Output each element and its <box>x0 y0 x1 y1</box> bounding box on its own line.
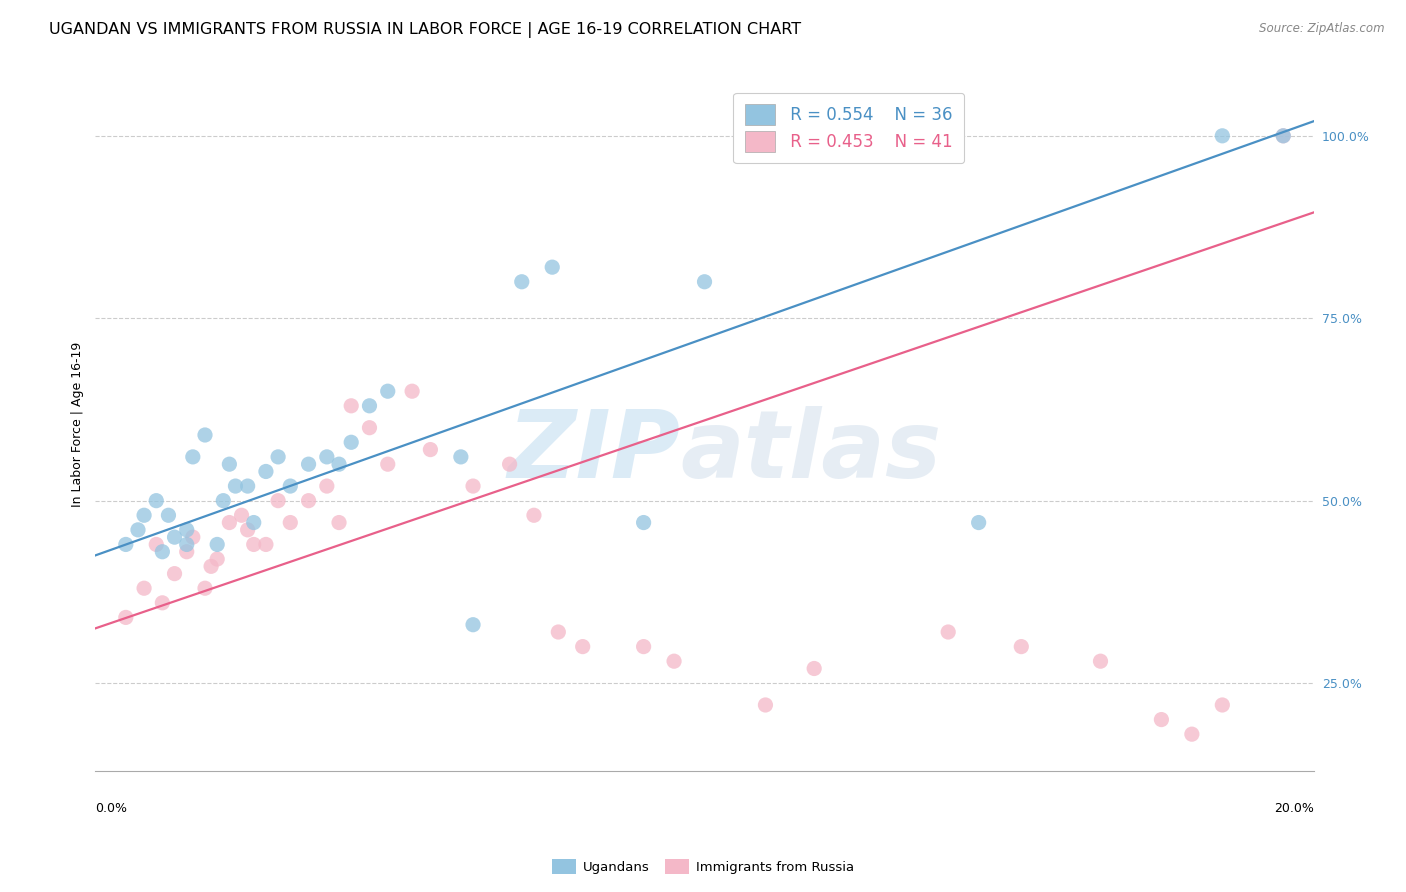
Point <box>163 566 186 581</box>
Point <box>315 450 337 464</box>
Point <box>176 545 198 559</box>
Point <box>633 640 655 654</box>
Point <box>297 493 319 508</box>
Point <box>1272 128 1295 143</box>
Point <box>176 537 198 551</box>
Point <box>236 523 259 537</box>
Point <box>242 516 264 530</box>
Point <box>231 508 253 523</box>
Point <box>114 610 136 624</box>
Text: Source: ZipAtlas.com: Source: ZipAtlas.com <box>1260 22 1385 36</box>
Point <box>419 442 441 457</box>
Point <box>936 625 959 640</box>
Point <box>328 516 350 530</box>
Point <box>541 260 564 275</box>
Point <box>498 457 520 471</box>
Text: atlas: atlas <box>681 406 942 498</box>
Point <box>278 479 301 493</box>
Point <box>150 596 173 610</box>
Text: 20.0%: 20.0% <box>1274 802 1313 815</box>
Point <box>377 384 399 399</box>
Point <box>693 275 716 289</box>
Point <box>967 516 990 530</box>
Point <box>150 545 173 559</box>
Legend: Ugandans, Immigrants from Russia: Ugandans, Immigrants from Russia <box>546 853 860 881</box>
Point <box>461 617 484 632</box>
Point <box>461 479 484 493</box>
Point <box>401 384 423 399</box>
Point <box>571 640 593 654</box>
Point <box>163 530 186 544</box>
Point <box>176 523 198 537</box>
Point <box>278 516 301 530</box>
Point <box>1181 727 1204 741</box>
Point <box>242 537 264 551</box>
Point <box>267 450 290 464</box>
Point <box>127 523 149 537</box>
Point <box>145 537 167 551</box>
Point <box>315 479 337 493</box>
Point <box>181 450 204 464</box>
Point <box>181 530 204 544</box>
Y-axis label: In Labor Force | Age 16-19: In Labor Force | Age 16-19 <box>72 342 84 507</box>
Point <box>876 128 898 143</box>
Point <box>803 661 825 675</box>
Legend:  R = 0.554    N = 36,  R = 0.453    N = 41: R = 0.554 N = 36, R = 0.453 N = 41 <box>734 93 965 163</box>
Point <box>754 698 776 712</box>
Point <box>1010 640 1032 654</box>
Point <box>194 428 217 442</box>
Point <box>236 479 259 493</box>
Point <box>1211 698 1233 712</box>
Point <box>662 654 685 668</box>
Point <box>297 457 319 471</box>
Point <box>145 493 167 508</box>
Point <box>224 479 246 493</box>
Point <box>267 493 290 508</box>
Point <box>377 457 399 471</box>
Point <box>450 450 472 464</box>
Point <box>132 581 155 595</box>
Point <box>523 508 546 523</box>
Point <box>114 537 136 551</box>
Text: UGANDAN VS IMMIGRANTS FROM RUSSIA IN LABOR FORCE | AGE 16-19 CORRELATION CHART: UGANDAN VS IMMIGRANTS FROM RUSSIA IN LAB… <box>49 22 801 38</box>
Point <box>1090 654 1112 668</box>
Point <box>340 435 363 450</box>
Point <box>218 457 240 471</box>
Point <box>254 465 277 479</box>
Point <box>547 625 569 640</box>
Point <box>340 399 363 413</box>
Point <box>132 508 155 523</box>
Point <box>194 581 217 595</box>
Point <box>200 559 222 574</box>
Point <box>359 399 381 413</box>
Point <box>1272 128 1295 143</box>
Point <box>205 552 228 566</box>
Text: 0.0%: 0.0% <box>96 802 128 815</box>
Point <box>510 275 533 289</box>
Point <box>212 493 235 508</box>
Point <box>254 537 277 551</box>
Text: ZIP: ZIP <box>508 406 681 498</box>
Point <box>633 516 655 530</box>
Point <box>218 516 240 530</box>
Point <box>1211 128 1233 143</box>
Point <box>205 537 228 551</box>
Point <box>359 420 381 434</box>
Point <box>328 457 350 471</box>
Point <box>1150 713 1173 727</box>
Point <box>157 508 180 523</box>
